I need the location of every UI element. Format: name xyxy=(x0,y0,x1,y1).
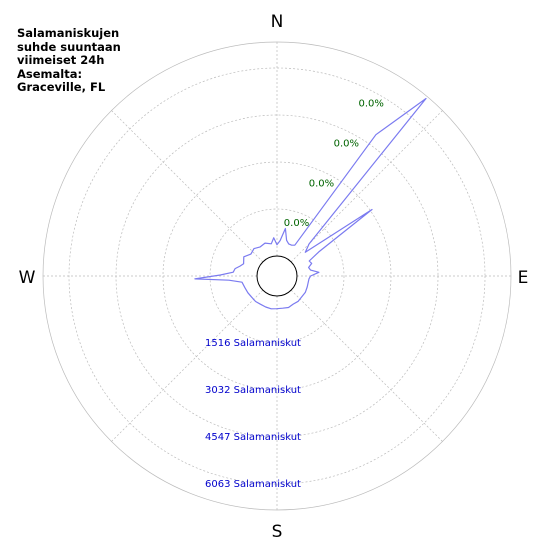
ring-count-label: 1516 Salamaniskut xyxy=(205,338,301,349)
ring-count-label: 3032 Salamaniskut xyxy=(205,385,301,396)
grid-spoke xyxy=(111,289,264,442)
ring-count-label: 6063 Salamaniskut xyxy=(205,479,301,490)
chart-title: Salamaniskujen suhde suuntaan viimeiset … xyxy=(17,26,121,94)
polar-grid xyxy=(42,41,512,511)
ring-percent-label: 0.0% xyxy=(284,218,309,229)
compass-label-n: N xyxy=(271,12,284,32)
compass-label-w: W xyxy=(19,268,36,288)
ring-percent-label: 0.0% xyxy=(334,138,359,149)
center-hub xyxy=(256,255,298,297)
ring-count-label: 4547 Salamaniskut xyxy=(205,432,301,443)
ring-percent-label: 0.0% xyxy=(359,99,384,110)
ring-percent-label: 0.0% xyxy=(309,178,334,189)
grid-spoke xyxy=(111,110,264,263)
grid-spoke xyxy=(290,289,443,442)
compass-label-e: E xyxy=(518,268,529,288)
ring-labels: 1516 Salamaniskut 3032 Salamaniskut 4547 S… xyxy=(205,99,384,490)
compass-label-s: S xyxy=(272,522,283,542)
strike-rose-series xyxy=(194,97,427,310)
grid-ring xyxy=(209,208,345,344)
